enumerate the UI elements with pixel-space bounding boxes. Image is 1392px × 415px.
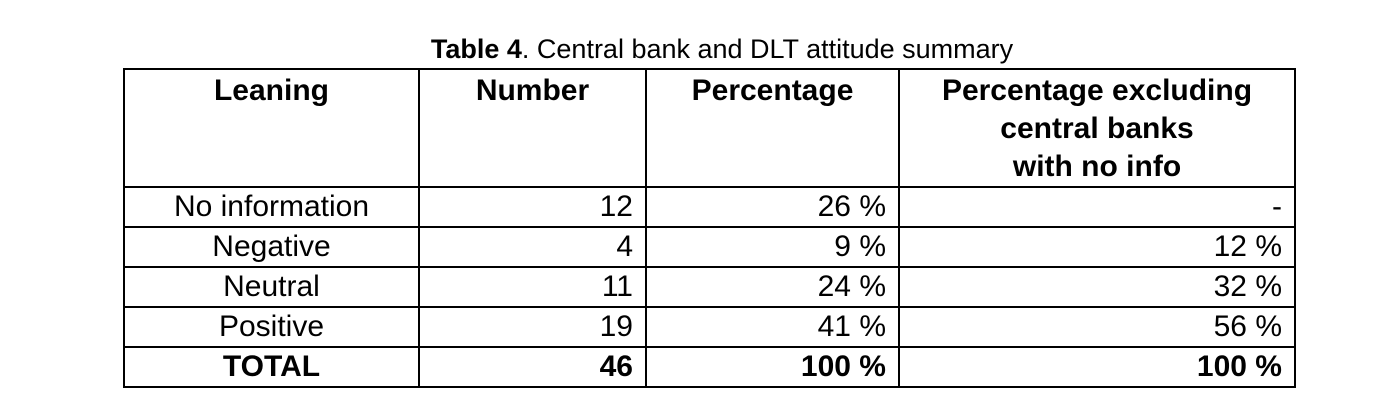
table-row: Negative 4 9 % 12 %: [123, 226, 1296, 268]
header-line: Percentage excluding: [941, 74, 1253, 107]
table-cell: 4: [418, 226, 647, 268]
table-cell: 100 %: [898, 346, 1296, 388]
table-cell: 12: [418, 186, 647, 228]
table-cell: No information: [123, 186, 420, 228]
table-caption: Table 4. Central bank and DLT attitude s…: [0, 32, 1392, 66]
table-cell: Negative: [123, 226, 420, 268]
table-cell: 19: [418, 306, 647, 348]
header-line: Percentage: [691, 74, 854, 107]
table-cell: 32 %: [898, 266, 1296, 308]
header-line: central banks: [1000, 112, 1194, 145]
summary-table: Leaning Number Percentage Percentage exclud…: [123, 68, 1296, 388]
table-cell: Positive: [123, 306, 420, 348]
table-row: TOTAL 46 100 % 100 %: [123, 346, 1296, 388]
table-row: Positive 19 41 % 56 %: [123, 306, 1296, 348]
table-cell: TOTAL: [123, 346, 420, 388]
table-row: Neutral 11 24 % 32 %: [123, 266, 1296, 308]
header-line: with no info: [1012, 150, 1182, 183]
table-cell: 24 %: [645, 266, 900, 308]
table-cell: 56 %: [898, 306, 1296, 348]
table-cell: 26 %: [645, 186, 900, 228]
caption-text: . Central bank and DLT attitude summary: [521, 34, 1014, 64]
table-cell: 100 %: [645, 346, 900, 388]
header-cell: Percentage: [645, 68, 900, 188]
table-cell: 41 %: [645, 306, 900, 348]
table-row: No information 12 26 % -: [123, 186, 1296, 228]
table-cell: 11: [418, 266, 647, 308]
header-row: Leaning Number Percentage Percentage exclud…: [123, 68, 1296, 188]
header-cell: Percentage excluding central banks with no…: [898, 68, 1296, 188]
header-line: Leaning: [213, 74, 329, 107]
header-cell: Number: [418, 68, 647, 188]
table-cell: Neutral: [123, 266, 420, 308]
caption-label: Table 4: [430, 34, 522, 64]
header-cell: Leaning: [123, 68, 420, 188]
table-cell: -: [898, 186, 1296, 228]
table-cell: 9 %: [645, 226, 900, 268]
table-cell: 46: [418, 346, 647, 388]
table-cell: 12 %: [898, 226, 1296, 268]
header-line: Number: [475, 74, 590, 107]
